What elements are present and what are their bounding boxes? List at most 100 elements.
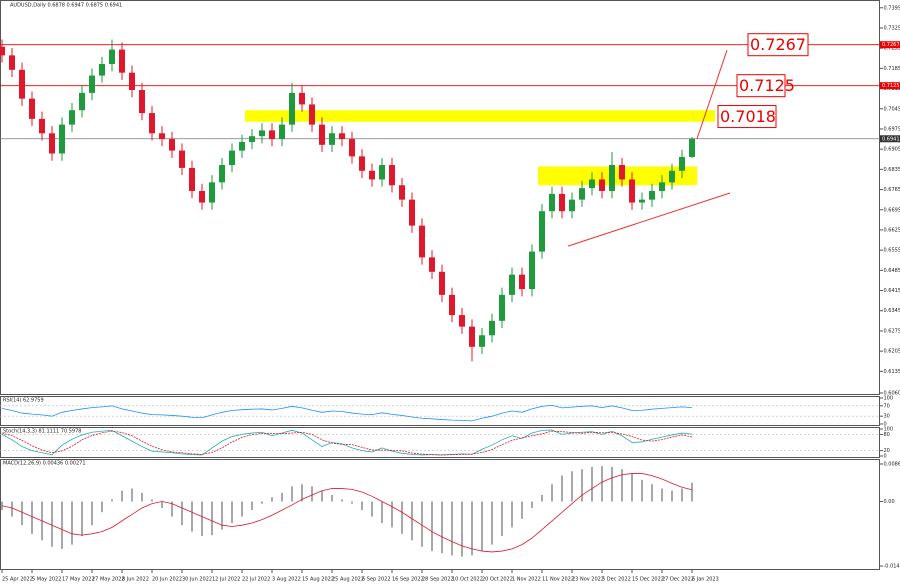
rsi-title: RSI(14) 62.9759 <box>3 398 44 404</box>
macd-bar <box>271 497 273 502</box>
zone <box>245 110 715 122</box>
x-tick-label: 28 Sep 2022 <box>422 577 454 583</box>
macd-bar <box>291 486 293 502</box>
y-tick-label: 0.6835 <box>884 167 900 173</box>
candle-body <box>289 92 295 125</box>
macd-bar <box>191 501 193 532</box>
macd-bar <box>181 501 183 526</box>
candle-body <box>589 179 595 189</box>
y-tick-label: 0.6765 <box>884 187 900 193</box>
x-tick-label: 30 Jun 2022 <box>182 577 212 583</box>
macd-bar <box>31 501 33 534</box>
candle-body <box>519 274 525 290</box>
annotation-box <box>747 33 809 57</box>
y-tick-label: 0.7255 <box>884 46 900 52</box>
candle-body <box>679 156 685 171</box>
macd-bar <box>651 484 653 502</box>
candle-body <box>209 182 215 203</box>
candle-body <box>279 124 285 140</box>
candle-body <box>549 193 555 212</box>
candle-body <box>439 271 445 295</box>
macd-bar <box>71 501 73 545</box>
macd-bar <box>481 501 483 552</box>
stoch-main-line <box>1 429 693 456</box>
level-axis-label: 0.7267 <box>882 42 900 48</box>
macd-bar <box>391 501 393 528</box>
candle-body <box>119 49 125 73</box>
y-tick-label: 100 <box>884 427 894 433</box>
candle-body <box>189 167 195 191</box>
candle-body <box>579 188 585 200</box>
x-tick-label: 16 Sep 2022 <box>392 577 424 583</box>
annotation-label: 0.7267 <box>750 35 806 54</box>
x-tick-label: 1 Nov 2022 <box>512 577 541 583</box>
macd-bar <box>501 501 503 536</box>
candle-body <box>529 251 535 290</box>
macd-bar <box>641 479 643 502</box>
macd-bar <box>321 490 323 502</box>
candle-body <box>339 133 345 140</box>
macd-bar <box>231 501 233 524</box>
macd-bar <box>531 501 533 508</box>
macd-bar <box>511 501 513 528</box>
y-tick-label: 80 <box>884 432 890 438</box>
candle-body <box>239 141 245 151</box>
macd-bar <box>51 501 53 547</box>
candle-body <box>49 133 55 154</box>
x-tick-label: 10 Oct 2022 <box>452 577 483 583</box>
candle-body <box>249 136 255 142</box>
macd-bar <box>161 501 163 508</box>
macd-bar <box>171 501 173 517</box>
y-tick-label: 0.6205 <box>884 349 900 355</box>
candle-body <box>669 170 675 183</box>
stoch-panel-frame <box>0 427 880 458</box>
x-tick-label: 6 Sep 2022 <box>362 577 391 583</box>
x-tick-label: 17 May 2022 <box>62 577 95 583</box>
y-tick-label: 30 <box>884 414 890 420</box>
level-axis-box <box>880 82 900 90</box>
x-tick-label: 15 Dec 2022 <box>632 577 664 583</box>
candle-body <box>269 130 275 140</box>
macd-bar <box>541 495 543 502</box>
macd-bar <box>61 501 63 549</box>
macd-bar <box>131 488 133 502</box>
macd-bar <box>691 482 693 502</box>
candle-body <box>69 110 75 125</box>
macd-bar <box>261 501 263 504</box>
candle-body <box>409 199 415 226</box>
candle-body <box>259 130 265 137</box>
candle-body <box>9 55 15 70</box>
x-tick-label: 22 Jul 2022 <box>242 577 270 583</box>
macd-bar <box>441 501 443 554</box>
rsi-panel-frame <box>0 396 880 426</box>
y-tick-label: 0 <box>884 454 887 460</box>
x-tick-label: 27 May 2022 <box>92 577 125 583</box>
current-price-box <box>880 135 900 143</box>
macd-bar <box>591 466 593 502</box>
x-tick-label: 5 Dec 2022 <box>602 577 631 583</box>
macd-bar <box>361 501 363 511</box>
macd-title: MACD(12,26,9) 0.00436 0.00271 <box>3 461 86 467</box>
macd-bar <box>21 501 23 526</box>
macd-bar <box>611 466 613 502</box>
current-price-label: 0.6941 <box>882 136 900 142</box>
macd-bar <box>681 488 683 502</box>
macd-bar <box>81 501 83 536</box>
candle-body <box>89 75 95 93</box>
x-tick-label: 20 Jun 2022 <box>152 577 182 583</box>
macd-bar <box>411 501 413 541</box>
y-tick-label: 0.6975 <box>884 126 900 132</box>
macd-bar <box>281 492 283 502</box>
x-tick-label: 5 May 2022 <box>32 577 61 583</box>
candle-body <box>539 211 545 252</box>
level-axis-box <box>880 41 900 49</box>
candle-body <box>619 165 625 180</box>
candle-body <box>129 72 135 91</box>
trendline <box>696 50 728 139</box>
macd-bar <box>251 501 253 511</box>
candle-body <box>629 179 635 203</box>
y-tick-label: -0.01496 <box>884 564 900 570</box>
candle-body <box>469 326 475 347</box>
y-tick-label: 0 <box>884 422 887 428</box>
macd-bar <box>121 490 123 502</box>
